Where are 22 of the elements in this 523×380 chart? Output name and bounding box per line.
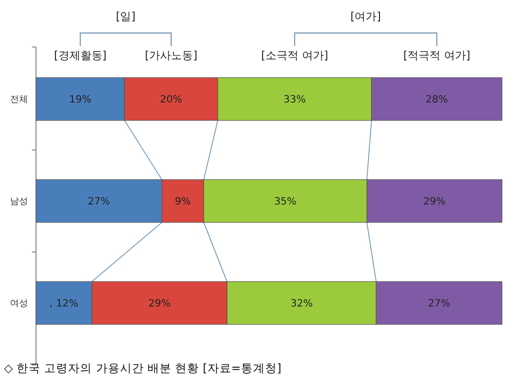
- annotation: ◇ 한국 고령자의 가용시간 배분 현황 [자료=통계청]: [4, 361, 282, 375]
- data-label: 35%: [274, 196, 296, 208]
- text: [여가]: [350, 10, 381, 23]
- data-label: , 12%: [50, 298, 78, 310]
- data-label: 29%: [148, 298, 171, 310]
- series-label: [소극적 여가]: [261, 49, 328, 62]
- data-label: 27%: [428, 298, 450, 310]
- y-tick-label: 전체: [10, 95, 28, 106]
- data-label: 29%: [423, 196, 446, 208]
- data-label: 28%: [426, 94, 448, 106]
- series-label: [가사노동]: [144, 49, 198, 62]
- data-label: 33%: [284, 94, 306, 106]
- y-tick-label: 남성: [10, 197, 28, 208]
- data-label: 32%: [290, 298, 313, 310]
- text: [일]: [116, 10, 136, 23]
- series-label: [경제활동]: [54, 49, 107, 62]
- series-label: [적극적 여가]: [403, 49, 470, 62]
- y-tick-label: 여성: [10, 299, 28, 310]
- data-label: 27%: [88, 196, 110, 208]
- data-label: 19%: [69, 94, 92, 106]
- data-label: 9%: [174, 196, 191, 208]
- data-label: 20%: [160, 94, 182, 106]
